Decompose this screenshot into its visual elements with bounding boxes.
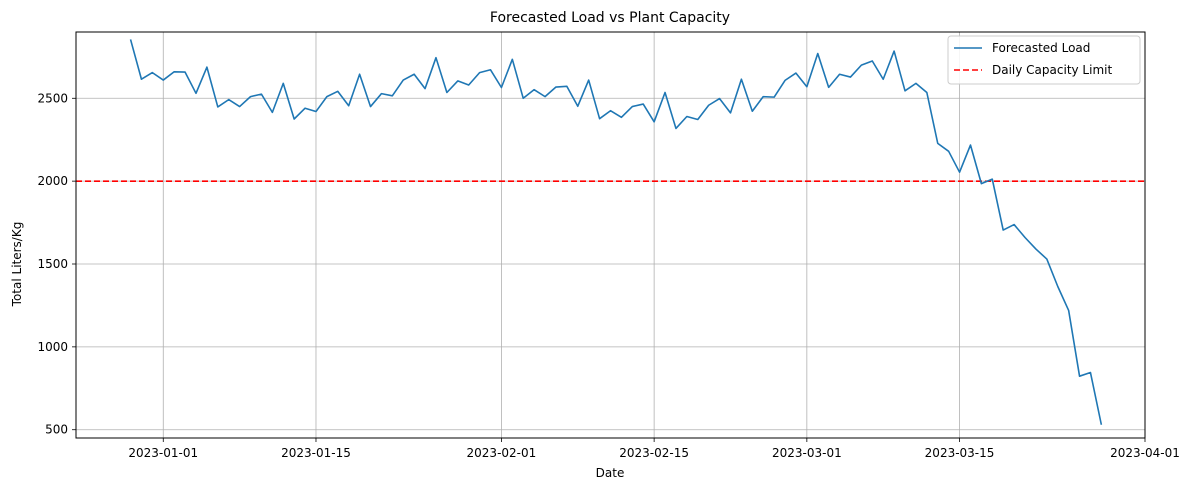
x-tick-label: 2023-02-01 [467,446,537,460]
x-tick-label: 2023-01-01 [128,446,198,460]
chart-title: Forecasted Load vs Plant Capacity [490,10,730,26]
y-tick-label: 1500 [37,257,68,271]
y-tick-label: 1000 [37,340,68,354]
y-axis-title: Total Liters/Kg [10,222,24,308]
x-tick-label: 2023-01-15 [281,446,351,460]
x-axis-title: Date [596,466,625,480]
x-tick-label: 2023-03-01 [772,446,842,460]
y-tick-label: 2000 [37,174,68,188]
legend-box [947,35,1141,85]
legend-label-forecasted-load: Forecasted Load [992,41,1090,55]
forecasted-load-line [129,39,1103,425]
series-layer [76,39,1145,425]
x-tick-label: 2023-04-01 [1110,446,1180,460]
x-tick-label: 2023-02-15 [619,446,689,460]
x-tick-label: 2023-03-15 [925,446,995,460]
y-axis: 500 1000 1500 2000 2500 [37,91,76,437]
plot-frame [75,31,1146,439]
y-tick-label: 2500 [37,91,68,105]
x-axis: 2023-01-01 2023-01-15 2023-02-01 2023-02-15… [128,438,1180,460]
legend-label-capacity-limit: Daily Capacity Limit [992,63,1112,77]
legend: Forecasted Load Daily Capacity Limit [947,35,1141,85]
y-tick-label: 500 [45,423,68,437]
